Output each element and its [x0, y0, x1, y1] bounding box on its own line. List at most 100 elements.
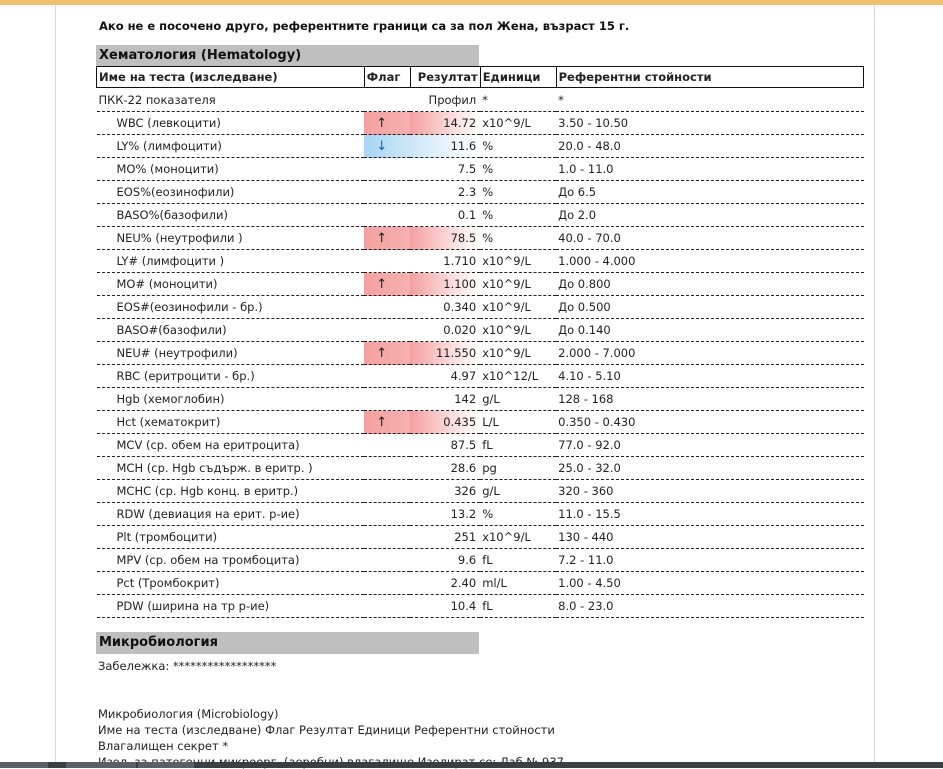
result-value: 14.72 [410, 111, 481, 135]
test-name: EOS#(еозинофили - бр.) [96, 295, 365, 319]
table-row: MCH (ср. Hgb съдърж. в еритр. ) 28.6 pg 25.… [96, 456, 864, 480]
reference-range: 128 - 168 [556, 387, 864, 411]
flag-cell [364, 571, 411, 595]
flag-high: ↑ [364, 410, 411, 434]
flag-cell [364, 502, 411, 526]
flag-cell [364, 249, 411, 273]
table-row: WBC (левкоцити) ↑ 14.72 x10^9/L 3.50 - 10.50 [96, 111, 864, 135]
hematology-results-table: Име на теста (изследване) Флаг Резултат … [96, 66, 865, 618]
result-value: 7.5 [410, 157, 481, 181]
test-name: Plt (тромбоцити) [96, 525, 365, 549]
result-value: 0.020 [410, 318, 481, 342]
units-value: x10^9/L [480, 318, 557, 342]
units-value: x10^9/L [480, 249, 557, 273]
result-value: 142 [410, 387, 481, 411]
table-row: LY% (лимфоцити) ↓ 11.6% 20.0 - 48.0 [96, 134, 864, 158]
result-value: 0.1 [410, 203, 481, 227]
units-value: ml/L [480, 571, 557, 595]
reference-range: 1.00 - 4.50 [556, 571, 864, 595]
flag-cell [364, 456, 411, 480]
test-name: NEU% (неутрофили ) [96, 226, 365, 250]
table-row: MPV (ср. обем на тромбоцита) 9.6 fL 7.2 - 1… [96, 548, 864, 572]
reference-range: 77.0 - 92.0 [556, 433, 864, 457]
reference-range: 1.000 - 4.000 [556, 249, 864, 273]
units-value: fL [480, 433, 557, 457]
microbiology-sample-line: Влагалищен секрет * [98, 739, 229, 753]
units-value: % [480, 226, 557, 250]
reference-range: 8.0 - 23.0 [556, 594, 864, 618]
result-value: 0.340 [410, 295, 481, 319]
reference-range: 2.000 - 7.000 [556, 341, 864, 365]
table-row: MCHC (ср. Hgb конц. в еритр.) 326 g/L 320 -… [96, 479, 864, 503]
flag-cell [364, 318, 411, 342]
flag-cell [364, 433, 411, 457]
result-value: 2.3 [410, 180, 481, 204]
test-name: LY# (лимфоцити ) [96, 249, 365, 273]
test-name: MCHC (ср. Hgb конц. в еритр.) [96, 479, 365, 503]
units-value: x10^9/L [480, 272, 557, 296]
result-value: 10.4 [410, 594, 481, 618]
flag-cell [364, 594, 411, 618]
result-value: 251 [410, 525, 481, 549]
microbiology-section-title: Микробиология [96, 632, 479, 654]
units-value: x10^9/L [480, 295, 557, 319]
units-value: % [480, 180, 557, 204]
result-value: 87.5 [410, 433, 481, 457]
column-header-reference: Референтни стойности [555, 66, 865, 88]
table-row: EOS%(еозинофили) 2.3% До 6.5 [96, 180, 864, 204]
result-value: 28.6 [410, 456, 481, 480]
test-name: RDW (девиация на ерит. р-ие) [96, 502, 365, 526]
reference-range: * [556, 87, 864, 112]
reference-range: 130 - 440 [556, 525, 864, 549]
units-value: x10^9/L [480, 341, 557, 365]
lab-report-page: Ако не е посочено друго, референтните гр… [55, 5, 875, 769]
flag-cell [364, 203, 411, 227]
flag-high: ↑ [364, 111, 411, 135]
table-row: BASO#(базофили) 0.020 x10^9/L До 0.140 [96, 318, 864, 342]
test-name: Hct (хематокрит) [96, 410, 365, 434]
arrow-down-icon: ↓ [376, 138, 388, 154]
result-value: 4.97 [410, 364, 481, 388]
arrow-up-icon: ↑ [376, 345, 388, 361]
reference-range: 0.350 - 0.430 [556, 410, 864, 434]
units-value: x10^9/L [480, 525, 557, 549]
units-value: % [480, 157, 557, 181]
microbiology-columns-line: Име на теста (изследване) Флаг Резултат … [98, 723, 555, 737]
table-row: RBC (еритроцити - бр.) 4.97 x10^12/L 4.10 -… [96, 364, 864, 388]
result-value: 78.5 [410, 226, 481, 250]
test-name: Pct (Тромбокрит) [96, 571, 365, 595]
result-value: 0.435 [410, 410, 481, 434]
column-header-name: Име на теста (изследване) [96, 66, 365, 88]
column-header-units: Единици [479, 66, 557, 88]
result-value: 1.710 [410, 249, 481, 273]
flag-low: ↓ [364, 134, 411, 158]
table-row: Hgb (хемоглобин) 142 g/L 128 - 168 [96, 387, 864, 411]
test-name: EOS%(еозинофили) [96, 180, 365, 204]
reference-range: До 2.0 [556, 203, 864, 227]
table-row: NEU% (неутрофили ) ↑ 78.5% 40.0 - 70.0 [96, 226, 864, 250]
test-name: MPV (ср. обем на тромбоцита) [96, 548, 365, 572]
reference-range: 3.50 - 10.50 [556, 111, 864, 135]
test-name: NEU# (неутрофили) [96, 341, 365, 365]
table-row: PDW (ширина на тр р-ие) 10.4 fL 8.0 - 23.0 [96, 594, 864, 618]
table-row: MO# (моноцити) ↑ 1.100 x10^9/L До 0.800 [96, 272, 864, 296]
table-row: Plt (тромбоцити) 251 x10^9/L 130 - 440 [96, 525, 864, 549]
units-value: % [480, 502, 557, 526]
result-value: 9.6 [410, 548, 481, 572]
table-row: LY# (лимфоцити ) 1.710 x10^9/L 1.000 - 4.00… [96, 249, 864, 273]
table-row: RDW (девиация на ерит. р-ие) 13.2% 11.0 - … [96, 502, 864, 526]
reference-range: До 0.140 [556, 318, 864, 342]
microbiology-heading-line: Микробиология (Microbiology) [98, 707, 279, 721]
result-value: Профил [410, 87, 481, 112]
flag-high: ↑ [364, 226, 411, 250]
test-name: Hgb (хемоглобин) [96, 387, 365, 411]
flag-cell [364, 525, 411, 549]
reference-range: До 0.500 [556, 295, 864, 319]
flag-cell [364, 387, 411, 411]
test-name: PDW (ширина на тр р-ие) [96, 594, 365, 618]
flag-cell [364, 479, 411, 503]
test-name: MCH (ср. Hgb съдърж. в еритр. ) [96, 456, 365, 480]
reference-range: 11.0 - 15.5 [556, 502, 864, 526]
reference-range: 4.10 - 5.10 [556, 364, 864, 388]
taskbar-strip [0, 762, 943, 768]
